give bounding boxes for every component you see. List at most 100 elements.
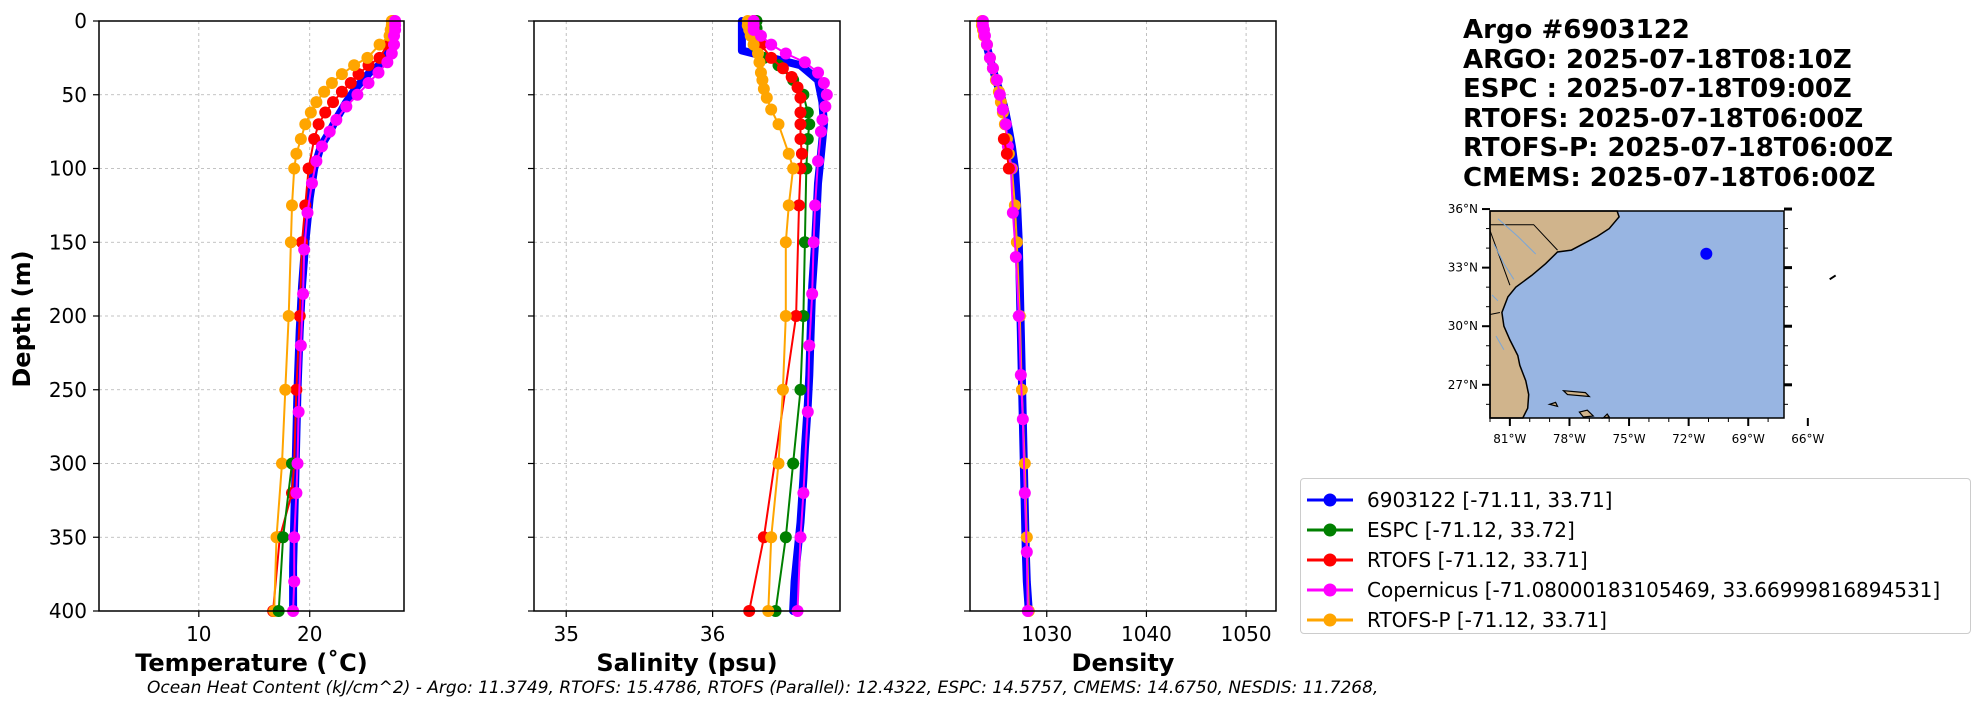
temperature-point-copernicus: [372, 66, 385, 79]
temperature-point-copernicus: [301, 206, 314, 219]
temperature-point-rtofs_p: [282, 310, 295, 322]
temperature-point-rtofs_p: [325, 76, 338, 89]
legend-marker-argo: [1307, 493, 1353, 507]
temperature-point-copernicus: [290, 487, 303, 499]
salinity-point-rtofs_p: [756, 74, 769, 86]
salinity-point-rtofs: [785, 71, 798, 84]
salinity-point-copernicus: [814, 125, 827, 138]
salinity-point-copernicus: [820, 88, 833, 101]
temperature-point-rtofs: [302, 162, 315, 175]
salinity-point-rtofs: [776, 62, 789, 75]
legend-marker-rtofs-p: [1307, 613, 1353, 627]
temperature-point-rtofs_p: [288, 162, 301, 175]
temperature-point-rtofs_p: [304, 106, 317, 119]
salinity-point-rtofs_p: [782, 199, 795, 212]
temperature-point-rtofs_p: [294, 133, 307, 145]
density-axes: 1030 1040 1050 Density: [964, 15, 1277, 677]
legend-label-argo: 6903122 [-71.11, 33.71]: [1367, 488, 1613, 512]
map-lat-label: 30°N: [1448, 319, 1478, 333]
legend-label-espc: ESPC [-71.12, 33.72]: [1367, 518, 1575, 542]
map-lon-label: 72°W: [1672, 432, 1705, 446]
temperature-point-rtofs_p: [276, 457, 288, 470]
y-tick-label: 300: [49, 452, 87, 476]
salinity-point-rtofs_p: [747, 38, 760, 51]
density-point-copernicus: [1020, 546, 1033, 558]
temperature-point-copernicus: [297, 287, 310, 300]
salinity-point-copernicus: [801, 405, 814, 418]
salinity-point-rtofs: [791, 81, 804, 94]
temperature-point-rtofs_p: [348, 59, 361, 72]
salinity-point-espc: [787, 457, 800, 470]
legend-label-rtofs: RTOFS [-71.12, 33.71]: [1367, 548, 1588, 572]
legend-item-rtofs: RTOFS [-71.12, 33.71]: [1305, 545, 1970, 575]
map-state-border: [1489, 312, 1500, 315]
temperature-point-copernicus: [305, 177, 318, 190]
map-island: [1561, 389, 1591, 398]
salinity-point-copernicus: [779, 47, 792, 60]
map-frame: [1489, 210, 1785, 419]
salinity-point-copernicus: [812, 155, 825, 168]
salinity-point-rtofs_p: [772, 118, 785, 131]
salinity-point-copernicus: [797, 487, 810, 499]
density-point-copernicus: [996, 103, 1009, 116]
temperature-point-copernicus: [291, 457, 304, 470]
temperature-point-copernicus: [298, 243, 311, 256]
temperature-point-rtofs: [293, 310, 306, 322]
temperature-point-rtofs_p: [284, 236, 297, 249]
salinity-point-rtofs: [794, 133, 807, 145]
legend: 6903122 [-71.11, 33.71] ESPC [-71.12, 33…: [1300, 478, 1971, 634]
temperature-point-copernicus: [294, 339, 307, 352]
salinity-point-rtofs_p: [779, 236, 792, 249]
temperature-point-copernicus: [351, 88, 364, 101]
salinity-point-espc: [779, 531, 792, 544]
salinity-point-rtofs: [794, 106, 807, 119]
map-lat-label: 33°N: [1448, 261, 1478, 275]
salinity-series-copernicus: [747, 15, 833, 617]
legend-item-argo: 6903122 [-71.11, 33.71]: [1305, 485, 1970, 515]
salinity-point-rtofs: [793, 199, 806, 212]
temperature-point-rtofs: [312, 118, 325, 131]
density-point-copernicus: [1009, 251, 1022, 263]
y-tick-label: 250: [49, 378, 87, 402]
espc-time: ESPC : 2025-07-18T09:00Z: [1463, 74, 1852, 104]
temperature-point-rtofs_p: [361, 51, 374, 64]
argo-time: ARGO: 2025-07-18T08:10Z: [1463, 44, 1852, 75]
ocean-heat-content-footer: Ocean Heat Content (kJ/cm^2) - Argo: 11.…: [147, 678, 1379, 698]
salinity-line-copernicus: [752, 20, 828, 612]
density-point-rtofs: [997, 133, 1010, 145]
legend-item-copernicus: Copernicus [-71.08000183105469, 33.66999…: [1305, 575, 1970, 605]
map-lon-label: 75°W: [1612, 432, 1645, 446]
map-river: [1493, 243, 1515, 280]
title-block: Argo #6903122 ARGO: 2025-07-18T08:10Z ES…: [1463, 15, 1893, 193]
salinity-point-rtofs_p: [787, 162, 800, 175]
map-river: [1495, 335, 1505, 350]
rtofs-time: RTOFS: 2025-07-18T06:00Z: [1463, 103, 1864, 134]
y-tick-label: 350: [49, 525, 87, 549]
temperature-point-rtofs: [290, 383, 303, 396]
salinity-point-rtofs: [795, 147, 808, 160]
temperature-point-rtofs_p: [279, 383, 292, 396]
temperature-series-copernicus: [287, 15, 402, 617]
map-lon-label: 66°W: [1791, 432, 1824, 446]
y-tick-label: 200: [49, 304, 87, 328]
map-float-marker: [1700, 247, 1713, 260]
density-point-copernicus: [980, 38, 993, 51]
salinity-point-copernicus: [798, 56, 811, 69]
salinity-point-rtofs_p: [782, 147, 795, 160]
temperature-point-rtofs: [319, 106, 332, 119]
density-x-axis-label: Density: [1072, 649, 1175, 677]
salinity-point-copernicus: [807, 236, 820, 249]
salinity-point-rtofs_p: [753, 56, 766, 69]
map-island: [1578, 409, 1595, 418]
temperature-point-copernicus: [292, 405, 305, 418]
density-point-rtofs: [1002, 162, 1015, 175]
salinity-x-axis-label: Salinity (psu): [596, 649, 777, 677]
density-point-copernicus: [993, 88, 1006, 101]
float-title: Argo #6903122: [1463, 15, 1690, 45]
x-tick-label: 20: [297, 622, 322, 646]
temperature-point-copernicus: [288, 575, 301, 588]
temperature-point-rtofs: [335, 85, 348, 98]
legend-item-espc: ESPC [-71.12, 33.72]: [1305, 515, 1970, 545]
salinity-point-rtofs_p: [776, 383, 789, 396]
density-point-copernicus: [1014, 369, 1027, 381]
